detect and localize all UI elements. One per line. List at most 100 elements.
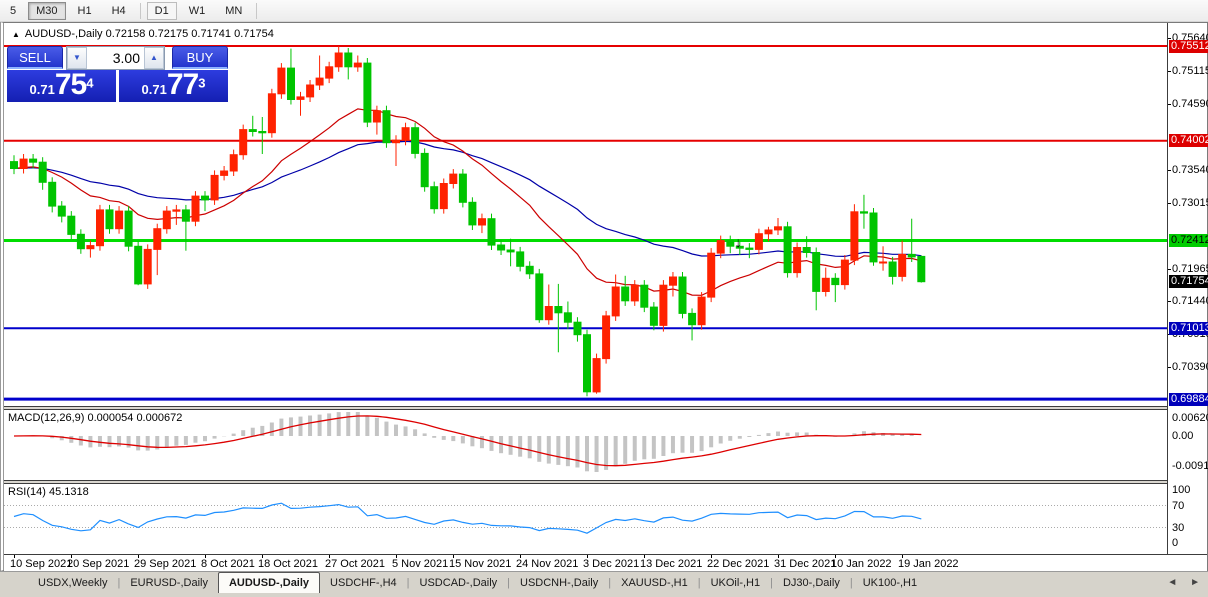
chart-tab-dj30-daily[interactable]: DJ30-,Daily [782, 577, 840, 589]
sell-button[interactable]: SELL [7, 46, 63, 69]
date-tick [329, 555, 330, 558]
rsi-label: RSI(14) 45.1318 [8, 486, 89, 498]
timeframe-button-d1[interactable]: D1 [146, 1, 177, 20]
timeframe-button-h1[interactable]: H1 [77, 4, 92, 17]
date-tick [644, 555, 645, 558]
date-label: 29 Sep 2021 [134, 558, 197, 570]
panel-splitter[interactable] [4, 480, 1207, 484]
ohlc-open: 0.72158 [105, 28, 146, 40]
rsi-axis-label: 0 [1172, 537, 1179, 549]
date-label: 22 Dec 2021 [707, 558, 770, 570]
date-label: 10 Jan 2022 [831, 558, 892, 570]
price-tick-label: 0.74590 [1172, 97, 1208, 110]
chart-tab-audusd-daily[interactable]: AUDUSD-,Daily [217, 572, 321, 593]
timeframe-button-w1[interactable]: W1 [188, 4, 206, 17]
tab-scroll-left-icon[interactable]: ◄ [1167, 577, 1178, 588]
chart-tab-usdchf-h4[interactable]: USDCHF-,H4 [330, 577, 397, 589]
tab-separator: | [697, 577, 701, 589]
rsi-indicator-panel[interactable]: RSI(14) 45.1318 [4, 484, 1167, 554]
date-tick [711, 555, 712, 558]
chart-tab-usdcad-daily[interactable]: USDCAD-,Daily [419, 577, 498, 589]
price-tick [1168, 334, 1171, 336]
date-label: 19 Jan 2022 [898, 558, 959, 570]
timeframe-button-m30[interactable]: M30 [28, 1, 66, 20]
price-tick [1168, 301, 1171, 303]
tab-scroll-right-icon[interactable]: ► [1190, 577, 1200, 588]
macd-axis-label: 0.006201 [1172, 412, 1208, 424]
tab-separator: | [117, 577, 121, 589]
date-label: 27 Oct 2021 [325, 558, 385, 570]
rsi-axis-label: 70 [1172, 499, 1185, 512]
tab-separator: | [849, 577, 853, 589]
timeframe-button-5[interactable]: 5 [10, 4, 17, 17]
date-label: 18 Oct 2021 [258, 558, 318, 570]
price-tick [1168, 37, 1171, 39]
macd-axis-label: 0.00 [1172, 430, 1194, 442]
buy-price-display[interactable]: 0.71773 [119, 70, 228, 102]
date-tick [205, 555, 206, 558]
chart-ohlc-title: ▲ AUDUSD-,Daily 0.72158 0.72175 0.71741 0… [12, 28, 274, 40]
price-badge: 0.71754 [1169, 275, 1208, 289]
date-label: 3 Dec 2021 [583, 558, 640, 570]
volume-increase-button[interactable]: ▲ [144, 47, 164, 69]
volume-stepper: ▼ ▲ [66, 46, 165, 70]
chart-tab-bar: USDX,Weekly | EURUSD-,Daily AUDUSD-,Daily US… [0, 571, 1208, 593]
one-click-trading-panel: SELL ▼ ▲ BUY 0.71754 0.71773 [7, 46, 228, 102]
timeframe-toolbar: 5 M30 H1 H4 D1 W1 MN [0, 0, 1208, 22]
chart-tab-eurusd-daily[interactable]: EURUSD-,Daily [130, 577, 208, 589]
date-label: 13 Dec 2021 [640, 558, 703, 570]
chart-tab-usdcnh-daily[interactable]: USDCNH-,Daily [520, 577, 599, 589]
price-tick-label: 0.71440 [1172, 295, 1208, 308]
date-label: 15 Nov 2021 [449, 558, 512, 570]
price-tick-label: 0.70390 [1172, 361, 1208, 374]
timeframe-button-h4[interactable]: H4 [111, 4, 126, 17]
panel-divider [4, 554, 1207, 555]
tab-separator: | [406, 577, 410, 589]
date-tick [396, 555, 397, 558]
panel-splitter[interactable] [4, 406, 1207, 410]
price-tick-label: 0.71965 [1172, 262, 1208, 275]
price-tick [1168, 268, 1171, 270]
toolbar-separator [139, 2, 141, 19]
date-tick [14, 555, 15, 558]
price-tick [1168, 103, 1171, 105]
svg-text:↓: ↓ [735, 234, 742, 250]
macd-label: MACD(12,26,9) 0.000054 0.000672 [8, 412, 183, 424]
macd-indicator-panel[interactable]: MACD(12,26,9) 0.000054 0.000672 [4, 410, 1167, 480]
rsi-axis-label: 100 [1172, 484, 1191, 496]
price-tick [1168, 70, 1171, 72]
date-tick [778, 555, 779, 558]
date-label: 10 Sep 2021 [10, 558, 73, 570]
price-tick [1168, 169, 1171, 171]
date-label: 24 Nov 2021 [516, 558, 579, 570]
date-tick [520, 555, 521, 558]
window-bottom-edge [0, 593, 1208, 597]
tab-separator: | [770, 577, 773, 589]
symbol-marker-icon: ▲ [12, 30, 20, 39]
date-axis[interactable]: 10 Sep 2021 20 Sep 2021 29 Sep 2021 8 Oct 2… [4, 555, 1207, 572]
chart-tab-xauusd-h1[interactable]: XAUUSD-,H1 [621, 577, 688, 589]
price-badge: 0.71013 [1169, 321, 1208, 335]
ohlc-high: 0.72175 [148, 28, 189, 40]
date-tick [835, 555, 836, 558]
date-label: 5 Nov 2021 [392, 558, 449, 570]
date-label: 31 Dec 2021 [774, 558, 837, 570]
date-label: 8 Oct 2021 [201, 558, 255, 570]
sell-price-display[interactable]: 0.71754 [7, 70, 116, 102]
tab-separator: | [608, 577, 612, 589]
price-tick-label: 0.75115 [1172, 64, 1208, 77]
price-badge: 0.75512 [1169, 39, 1208, 53]
price-axis[interactable]: 0.75640 0.75115 0.74590 0.73540 0.73015 0.719… [1167, 23, 1208, 554]
buy-button[interactable]: BUY [172, 46, 228, 69]
toolbar-separator [256, 2, 258, 19]
volume-decrease-button[interactable]: ▼ [67, 47, 87, 69]
tab-scroll-buttons: ◄ ► [1157, 577, 1200, 588]
date-label: 20 Sep 2021 [67, 558, 130, 570]
chart-tab-ukoil-h1[interactable]: UKOil-,H1 [710, 577, 761, 589]
ohlc-close: 0.71754 [234, 28, 274, 40]
timeframe-button-mn[interactable]: MN [225, 4, 243, 17]
volume-input[interactable] [87, 47, 144, 69]
price-badge: 0.72412 [1169, 233, 1208, 247]
chart-tab-uk100-h1[interactable]: UK100-,H1 [862, 577, 918, 589]
chart-tab-usdx-weekly[interactable]: USDX,Weekly [38, 577, 108, 589]
